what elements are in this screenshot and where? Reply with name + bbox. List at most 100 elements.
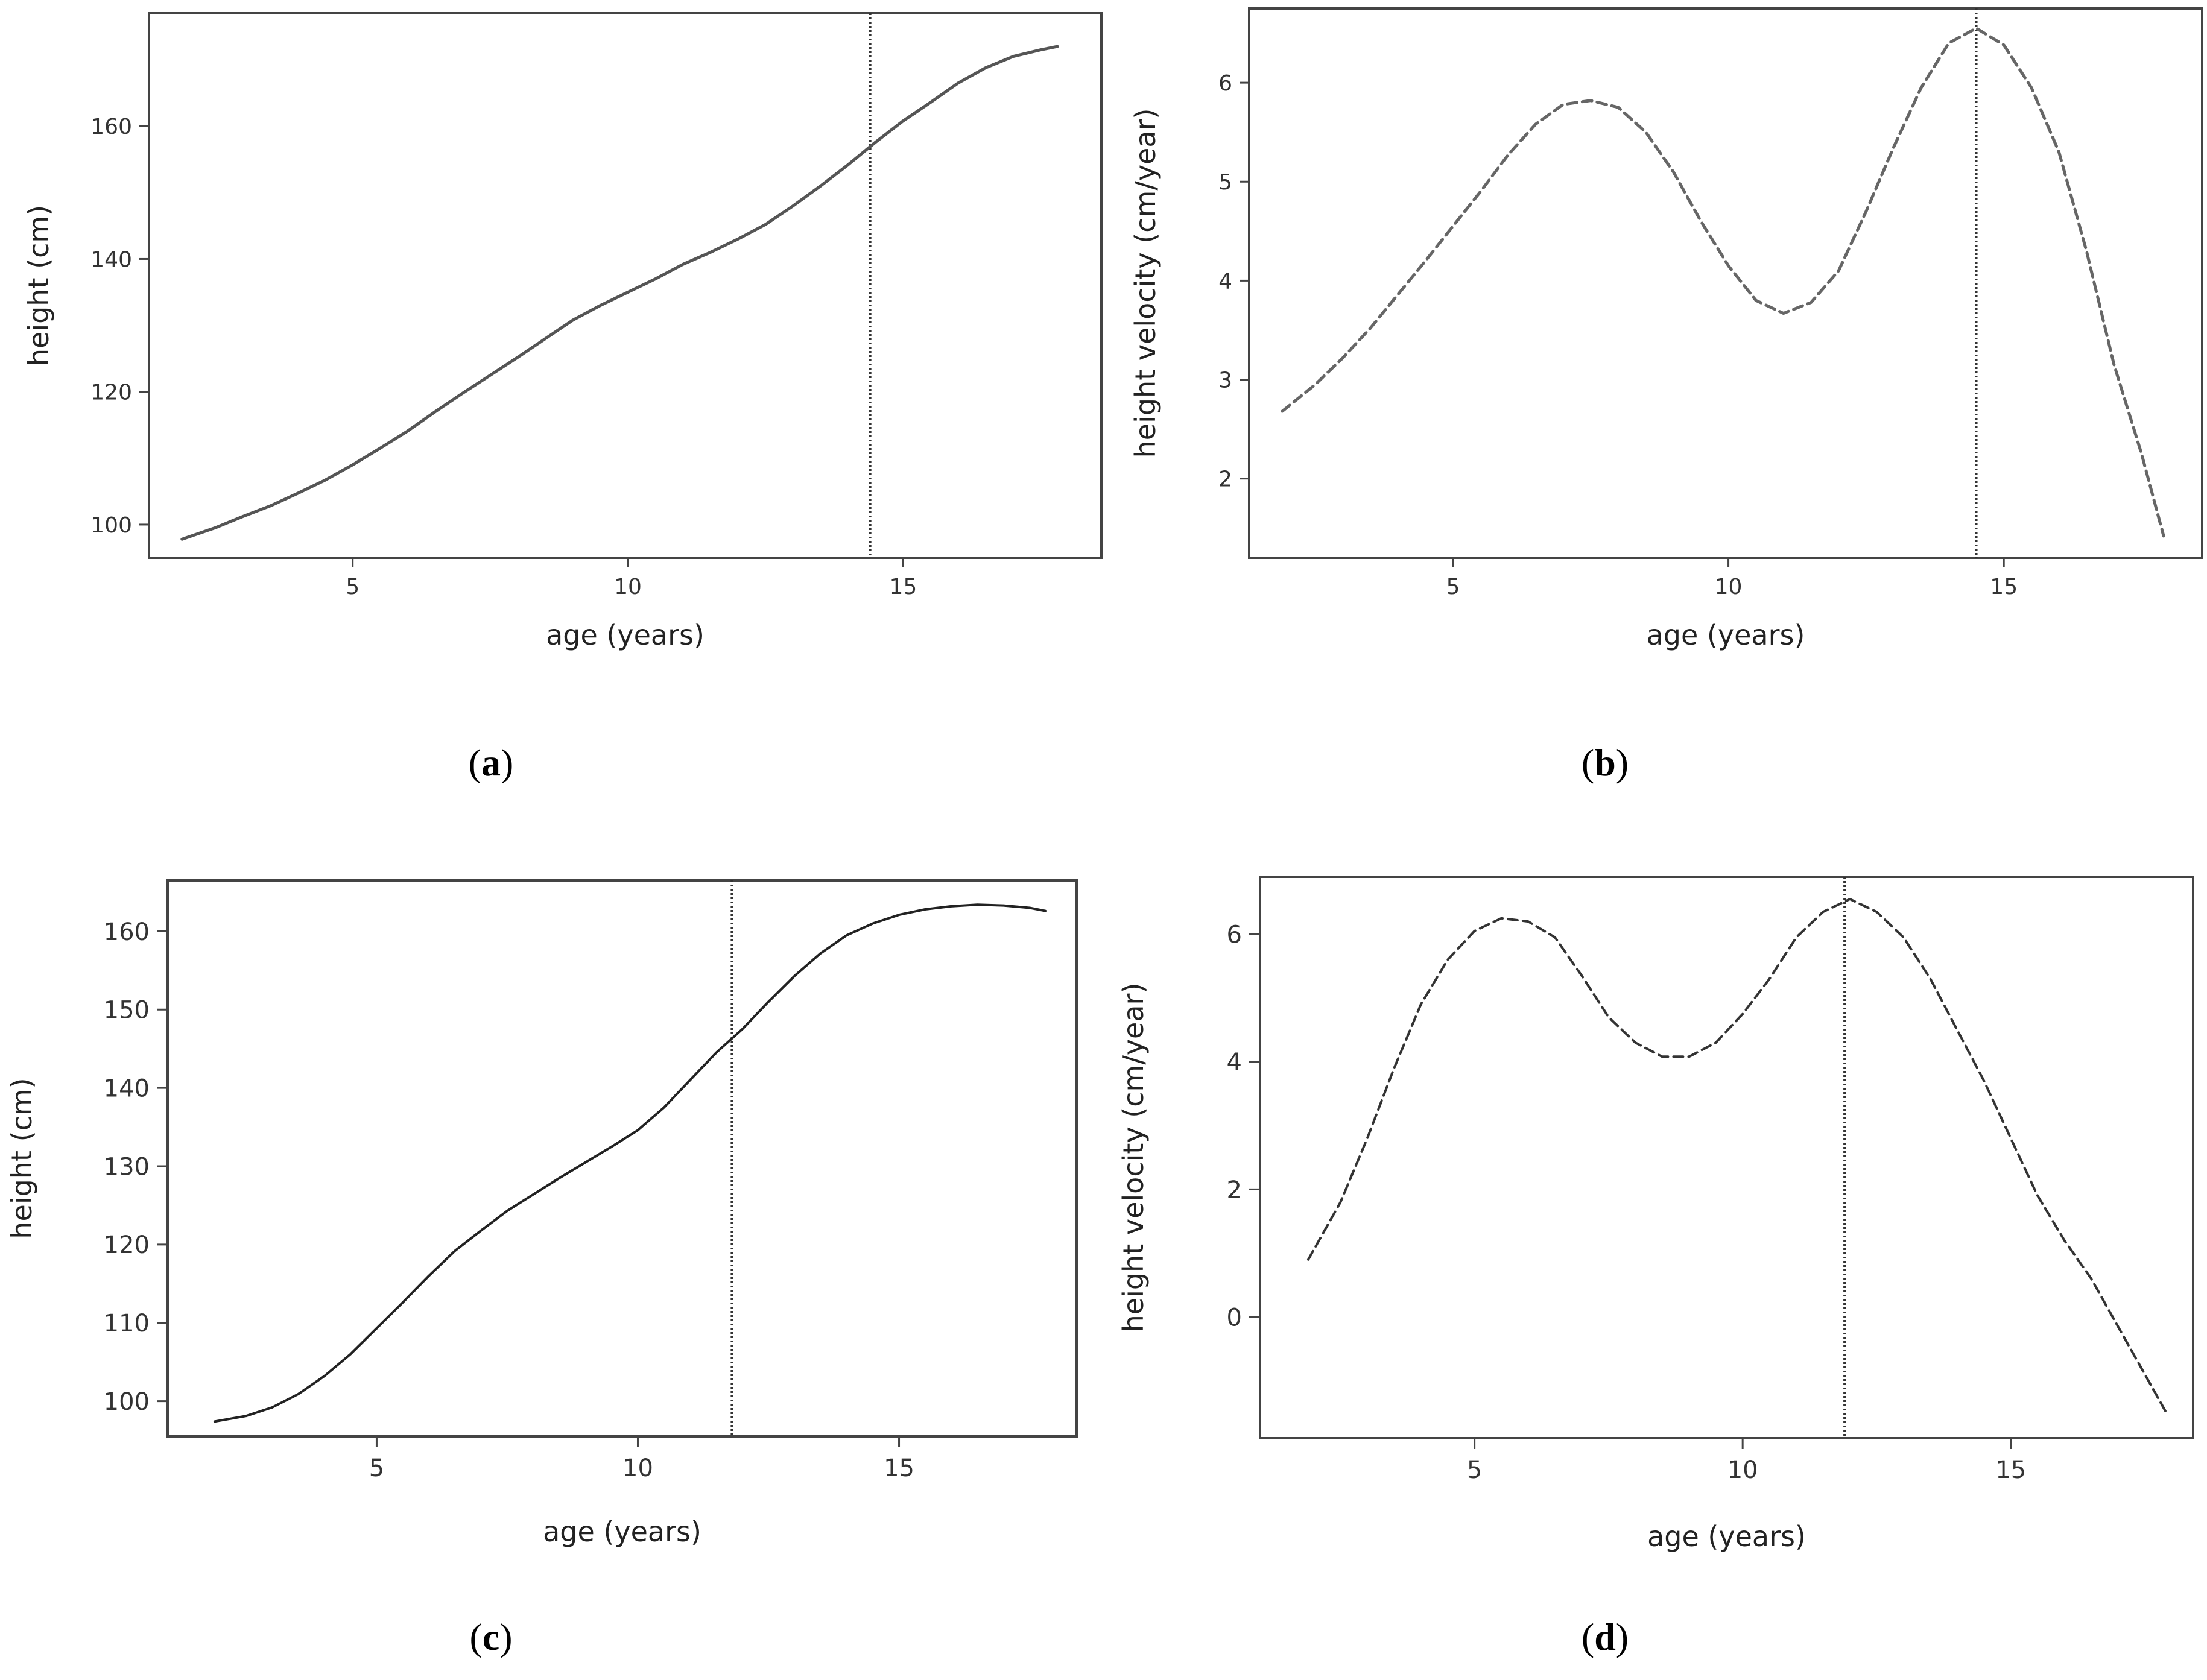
data-point <box>1727 265 1729 267</box>
data-point <box>402 1301 404 1303</box>
y-tick-label: 4 <box>1218 269 1232 294</box>
data-point <box>1562 104 1564 106</box>
data-point <box>1474 930 1475 932</box>
data-point <box>1447 959 1449 961</box>
data-point <box>1849 898 1851 900</box>
data-point <box>1948 42 1949 44</box>
data-point <box>1782 312 1784 314</box>
data-point <box>957 82 959 84</box>
data-point <box>847 164 849 166</box>
data-point <box>1452 226 1454 227</box>
data-point <box>715 1052 717 1053</box>
data-point <box>572 319 574 321</box>
y-tick-label: 160 <box>104 918 150 946</box>
data-point <box>325 479 326 481</box>
data-point <box>627 291 629 293</box>
series-line <box>213 903 1047 1423</box>
data-point <box>1956 1029 1958 1031</box>
data-point <box>2058 151 2060 153</box>
data-point <box>1673 171 1674 172</box>
data-point <box>1369 327 1371 329</box>
data-point <box>792 205 794 207</box>
data-point <box>737 238 739 240</box>
data-point <box>682 264 684 265</box>
data-point <box>1700 220 1702 222</box>
chart-a-svg: 5 10 15 100 120 140 160 age (years) height (cm) <box>22 12 1103 651</box>
chart-panel-a: 5 10 15 100 120 140 160 age (years) height (cm) <box>0 0 1103 663</box>
data-point <box>2063 1240 2065 1242</box>
data-point <box>654 278 656 280</box>
x-tick-label: 15 <box>884 1454 914 1482</box>
data-point <box>1534 124 1536 125</box>
data-point <box>1507 154 1509 156</box>
data-point <box>407 430 408 432</box>
x-axis-title: age (years) <box>543 1515 701 1548</box>
data-point <box>533 1193 534 1195</box>
data-point <box>1581 974 1583 976</box>
data-point <box>902 120 904 122</box>
y-tick-label: 110 <box>104 1310 150 1337</box>
data-point <box>2037 1195 2039 1196</box>
data-point <box>741 1028 743 1030</box>
data-point <box>1314 384 1316 385</box>
data-point <box>1865 210 1867 212</box>
data-point <box>1645 131 1647 133</box>
y-tick-label: 100 <box>90 513 132 538</box>
data-point <box>1308 1258 1309 1260</box>
plot-frame <box>1259 876 2194 1439</box>
x-tick-label: 15 <box>1990 575 2018 599</box>
data-point <box>709 251 711 253</box>
data-point <box>454 1250 456 1252</box>
data-point <box>1838 270 1840 271</box>
y-tick-label: 2 <box>1218 467 1232 492</box>
data-point <box>1527 921 1529 923</box>
data-point <box>898 914 900 916</box>
data-point <box>1742 1013 1744 1015</box>
panel-label-c: (c) <box>469 1615 513 1658</box>
data-point <box>297 1393 299 1395</box>
data-point <box>2091 1278 2092 1280</box>
data-point <box>428 1275 430 1277</box>
y-tick-label: 2 <box>1227 1176 1242 1204</box>
y-axis-title: height (cm) <box>5 1078 38 1239</box>
data-point <box>181 538 183 540</box>
data-point <box>1930 978 1931 980</box>
plot-frame <box>166 879 1078 1438</box>
x-tick-label: 5 <box>1446 575 1460 599</box>
y-tick-label: 0 <box>1227 1304 1242 1331</box>
data-point <box>1366 1137 1368 1139</box>
data-point <box>689 1079 691 1081</box>
data-point <box>1983 1080 1985 1082</box>
x-axis-title: age (years) <box>546 619 705 651</box>
y-axis-title: height velocity (cm/year) <box>1117 983 1150 1333</box>
x-tick-label: 10 <box>1715 575 1743 599</box>
chart-c-svg: 5 10 15 100 110 120 130 140 150 160 age (years) hei… <box>5 879 1078 1548</box>
x-tick-label: 5 <box>346 575 359 599</box>
data-point <box>1590 99 1592 101</box>
data-point <box>1002 905 1004 906</box>
x-axis-title: age (years) <box>1647 619 1805 651</box>
y-tick-label: 120 <box>104 1231 150 1259</box>
x-axis-title: age (years) <box>1647 1520 1806 1553</box>
y-tick-label: 120 <box>90 381 132 405</box>
plot-frame <box>148 12 1103 559</box>
data-point <box>1822 911 1824 913</box>
data-point <box>820 185 822 187</box>
data-point <box>506 1210 508 1212</box>
data-point <box>637 1129 639 1131</box>
y-tick-label: 130 <box>104 1153 150 1181</box>
data-point <box>1810 302 1812 303</box>
y-axis-title: height (cm) <box>22 205 55 366</box>
data-point <box>376 1327 378 1329</box>
series-line <box>1307 898 2168 1414</box>
data-point <box>1796 936 1797 938</box>
x-tick-label: 10 <box>622 1454 653 1482</box>
data-point <box>2141 453 2142 455</box>
data-point <box>2030 87 2032 89</box>
x-tick-label: 5 <box>369 1454 384 1482</box>
data-point <box>297 493 299 494</box>
data-point <box>350 1353 352 1355</box>
data-point <box>269 505 271 507</box>
data-point <box>214 527 216 529</box>
data-point <box>559 1177 560 1179</box>
